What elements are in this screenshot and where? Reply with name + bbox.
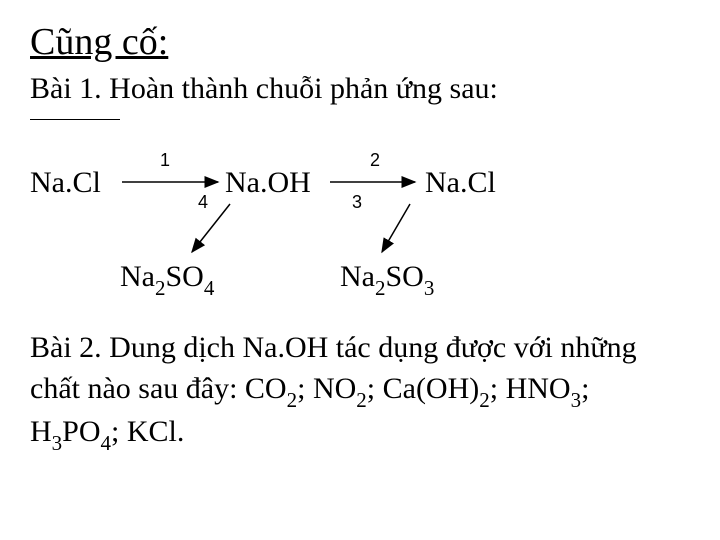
problem-2-text: Bài 2. Dung dịch Na.OH tác dụng được với… [30,328,670,455]
arrow-a3 [382,204,410,252]
node-na2so4: Na2SO4 [120,260,214,299]
arrow-num-a2: 2 [370,150,380,171]
arrows-svg [30,130,590,320]
node-nacl_left: Na.Cl [30,166,101,200]
node-naoh: Na.OH [225,166,311,200]
heading: Cũng cố: [30,20,690,64]
arrow-num-a4: 4 [198,192,208,213]
problem-1-text: Bài 1. Hoàn thành chuỗi phản ứng sau: [30,72,690,106]
node-nacl_right: Na.Cl [425,166,496,200]
arrow-num-a1: 1 [160,150,170,171]
page-content: Cũng cố: Bài 1. Hoàn thành chuỗi phản ứn… [0,0,720,475]
arrow-num-a3: 3 [352,192,362,213]
node-na2so3: Na2SO3 [340,260,434,299]
underline-blank [30,112,690,130]
reaction-diagram: Na.Cl Na.OH Na.Cl Na2SO4 Na2SO3 1 23 4 [30,130,590,320]
